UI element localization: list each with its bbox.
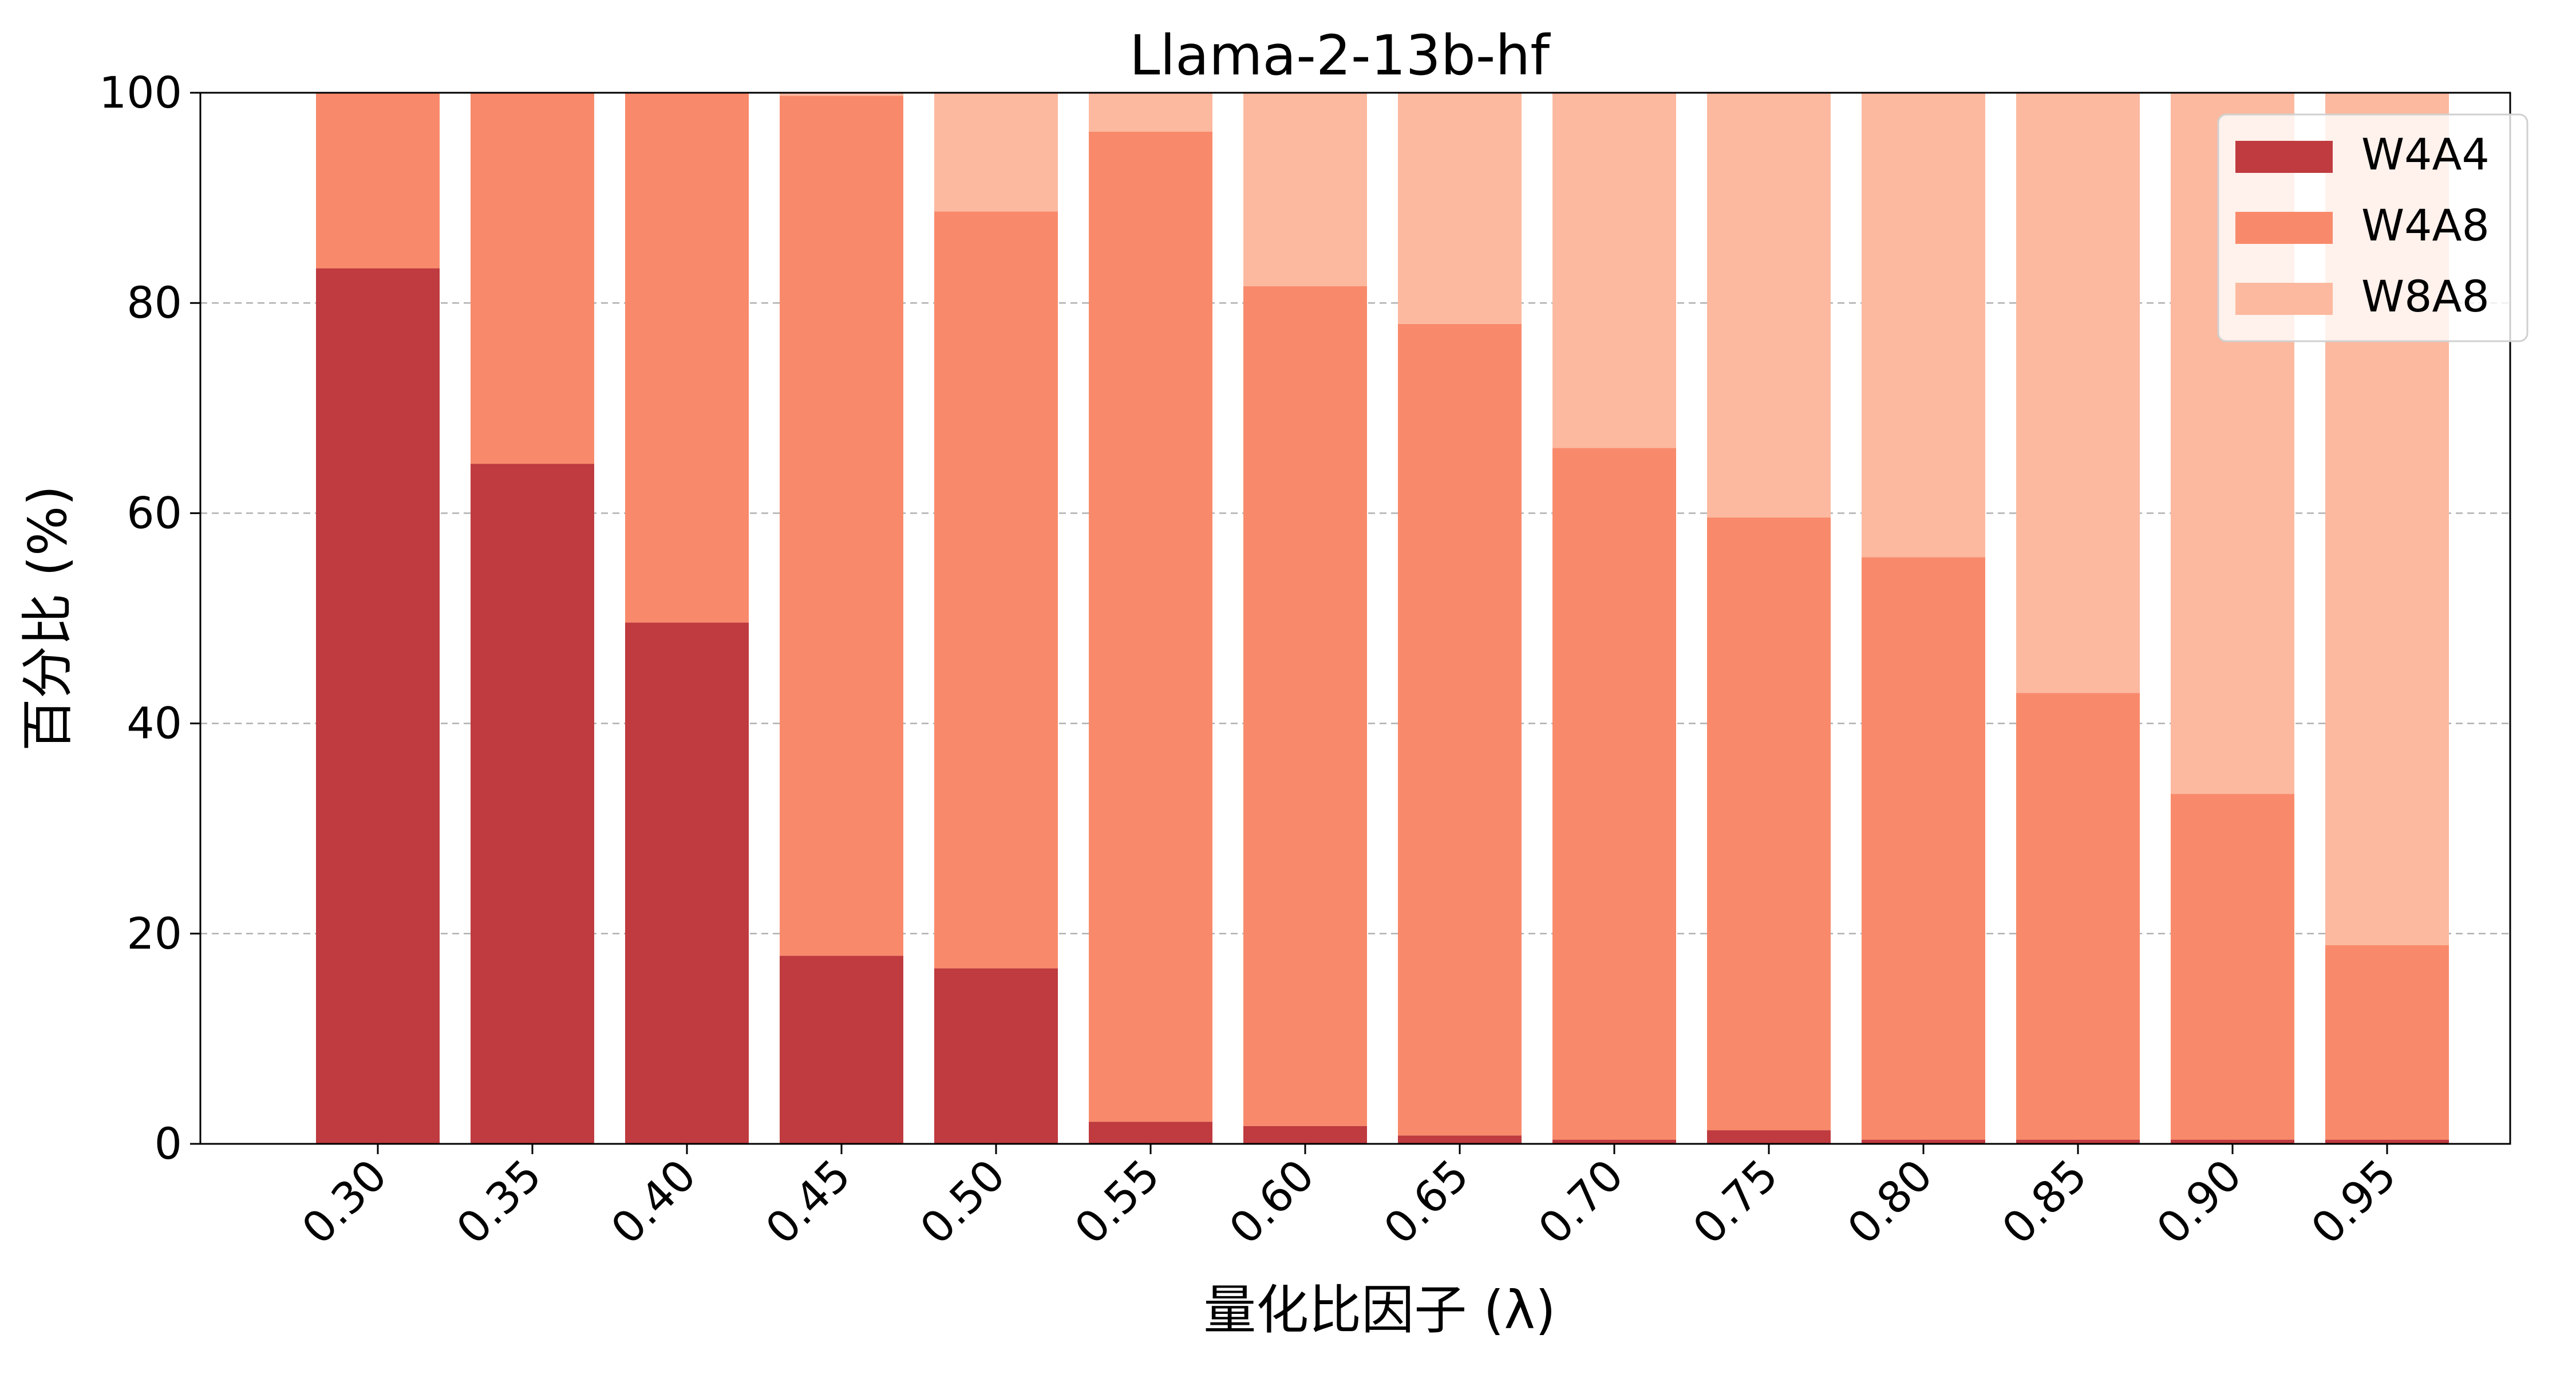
legend-label-w4a4: W4A4 [2361,129,2490,180]
legend-label-w8a8: W8A8 [2361,271,2490,322]
bar-segment-w4a8 [1398,323,1522,1136]
y-tick-label: 60 [127,487,182,538]
y-tick-label: 0 [155,1118,182,1169]
bar-segment-w4a4 [2325,1139,2449,1144]
legend-swatch-w8a8 [2235,283,2333,315]
bar-segment-w4a4 [1707,1130,1831,1144]
bar-segment-w4a8 [934,211,1058,969]
bar-segment-w4a4 [1089,1122,1212,1144]
bar-segment-w4a4 [316,268,440,1144]
bar-segment-w4a4 [1862,1139,1985,1144]
bar-segment-w8a8 [934,93,1058,212]
bar-segment-w8a8 [1552,93,1676,448]
bar-segment-w8a8 [2016,93,2140,693]
bar-segment-w4a4 [471,464,594,1144]
legend: W4A4 W4A8 W8A8 [2217,113,2528,342]
bar-segment-w8a8 [1243,93,1367,286]
x-tick-label: 0.80 [1838,1150,1942,1254]
bar-segment-w8a8 [1707,93,1831,518]
axes [199,92,2511,1145]
x-ticks: 0.30 0.35 0.40 0.45 0.50 0.55 0.60 0.65 0.70 0.75… [292,1144,2406,1254]
x-axis-label: 量化比因子 (λ) [1203,1280,1555,1341]
bar-segment-w4a8 [780,96,903,956]
bar-segment-w8a8 [1398,93,1522,324]
bar-segment-w4a4 [1552,1139,1676,1144]
x-tick-label: 0.60 [1219,1150,1324,1254]
y-tick-label: 40 [127,698,182,749]
chart-title: Llama-2-13b-hf [1129,23,1551,88]
x-tick-label: 0.55 [1065,1150,1170,1254]
bar-segment-w4a8 [2171,793,2294,1140]
bar-segment-w8a8 [1862,93,1985,558]
bar-segment-w4a4 [780,956,903,1144]
x-tick-label: 0.65 [1374,1150,1479,1254]
x-tick-label: 0.45 [756,1150,860,1254]
x-tick-label: 0.90 [2147,1150,2251,1254]
bar-segment-w4a8 [2325,945,2449,1140]
bar-segment-w4a4 [2171,1139,2294,1144]
bar-segment-w4a4 [2016,1139,2140,1144]
x-tick-label: 0.30 [292,1150,397,1254]
bar-segment-w4a8 [1243,286,1367,1126]
bar-segment-w4a8 [2016,693,2140,1140]
y-tick-label: 80 [127,277,182,328]
bar-segment-w4a8 [1552,448,1676,1140]
y-ticks: 0 20 40 60 80 100 [99,67,200,1169]
x-tick-label: 0.95 [2301,1150,2406,1254]
x-tick-label: 0.85 [1992,1150,2097,1254]
bar-segment-w4a4 [934,968,1058,1144]
y-tick-label: 20 [127,908,182,959]
bar-segment-w4a8 [1089,131,1212,1122]
bar-segment-w4a8 [1707,517,1831,1131]
bar-segment-w4a8 [625,93,749,623]
bars [316,93,2449,1144]
x-tick-label: 0.50 [910,1150,1015,1254]
bar-segment-w8a8 [1089,93,1212,132]
bar-segment-w4a8 [316,93,440,269]
legend-label-w4a8: W4A8 [2361,200,2490,251]
bar-segment-w4a4 [1243,1126,1367,1144]
bar-segment-w4a4 [1398,1135,1522,1144]
bar-segment-w4a8 [471,93,594,464]
x-tick-label: 0.35 [447,1150,551,1254]
legend-swatch-w4a4 [2235,141,2333,173]
x-tick-label: 0.70 [1528,1150,1633,1254]
legend-swatch-w4a8 [2235,212,2333,244]
y-axis-label: 百分比 (%) [17,485,78,751]
plot-frame [199,92,2511,1145]
x-tick-label: 0.40 [601,1150,706,1254]
x-tick-label: 0.75 [1683,1150,1788,1254]
bar-segment-w8a8 [780,93,903,96]
bar-segment-w4a8 [1862,557,1985,1140]
y-tick-label: 100 [99,67,182,118]
bar-segment-w4a4 [625,622,749,1144]
